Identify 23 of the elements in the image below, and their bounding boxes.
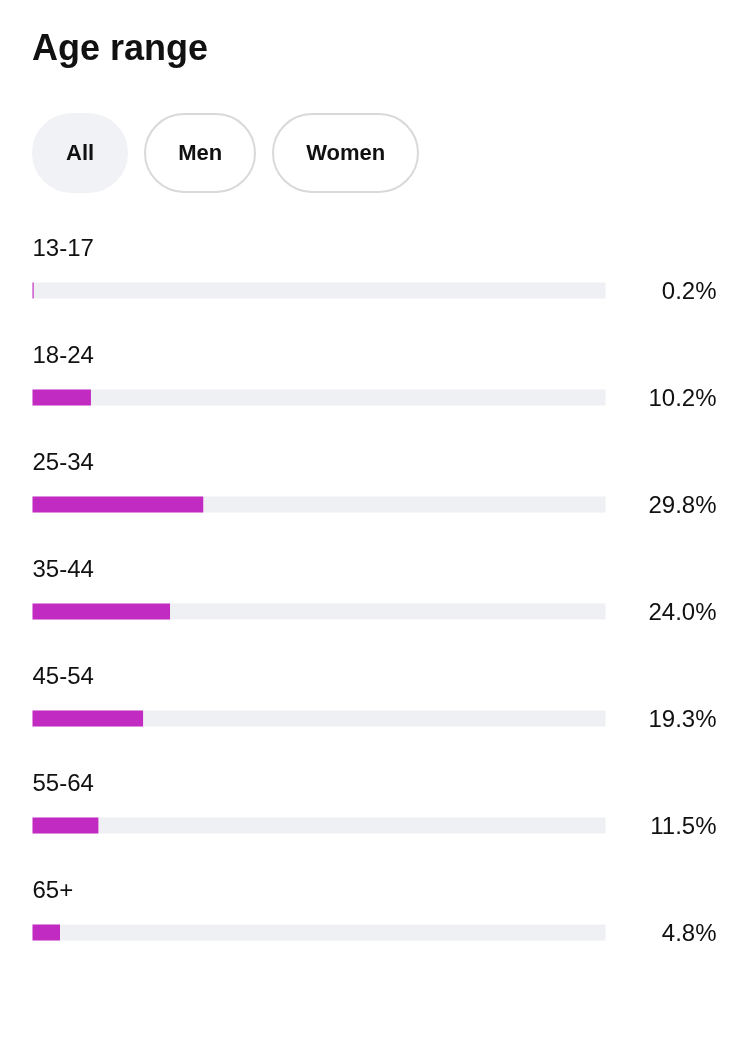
bar <box>32 603 171 620</box>
y-tick-label: 65+ <box>32 876 74 903</box>
text: Women <box>272 113 420 193</box>
y-tick-label: 18-24 <box>32 341 94 368</box>
y-tick-label: 13-17 <box>32 234 94 261</box>
data-label: 4.8% <box>661 919 717 946</box>
text: Men <box>144 113 257 193</box>
data-label: 10.2% <box>648 384 717 411</box>
data-label: 11.5% <box>650 812 717 839</box>
text: All <box>32 113 129 193</box>
data-label: 29.8% <box>648 491 717 518</box>
y-tick-label: 55-64 <box>32 769 94 796</box>
y-tick-label: 35-44 <box>32 555 94 582</box>
bar <box>32 924 60 941</box>
bar <box>32 817 99 834</box>
chart-title: Age range <box>32 26 210 70</box>
bar <box>32 389 91 406</box>
y-tick-label: 25-34 <box>32 448 94 475</box>
data-label: 24.0% <box>648 598 717 625</box>
data-label: 0.2% <box>661 277 717 304</box>
bar <box>32 710 144 727</box>
y-tick-label: 45-54 <box>32 662 94 689</box>
data-label: 19.3% <box>648 705 717 732</box>
